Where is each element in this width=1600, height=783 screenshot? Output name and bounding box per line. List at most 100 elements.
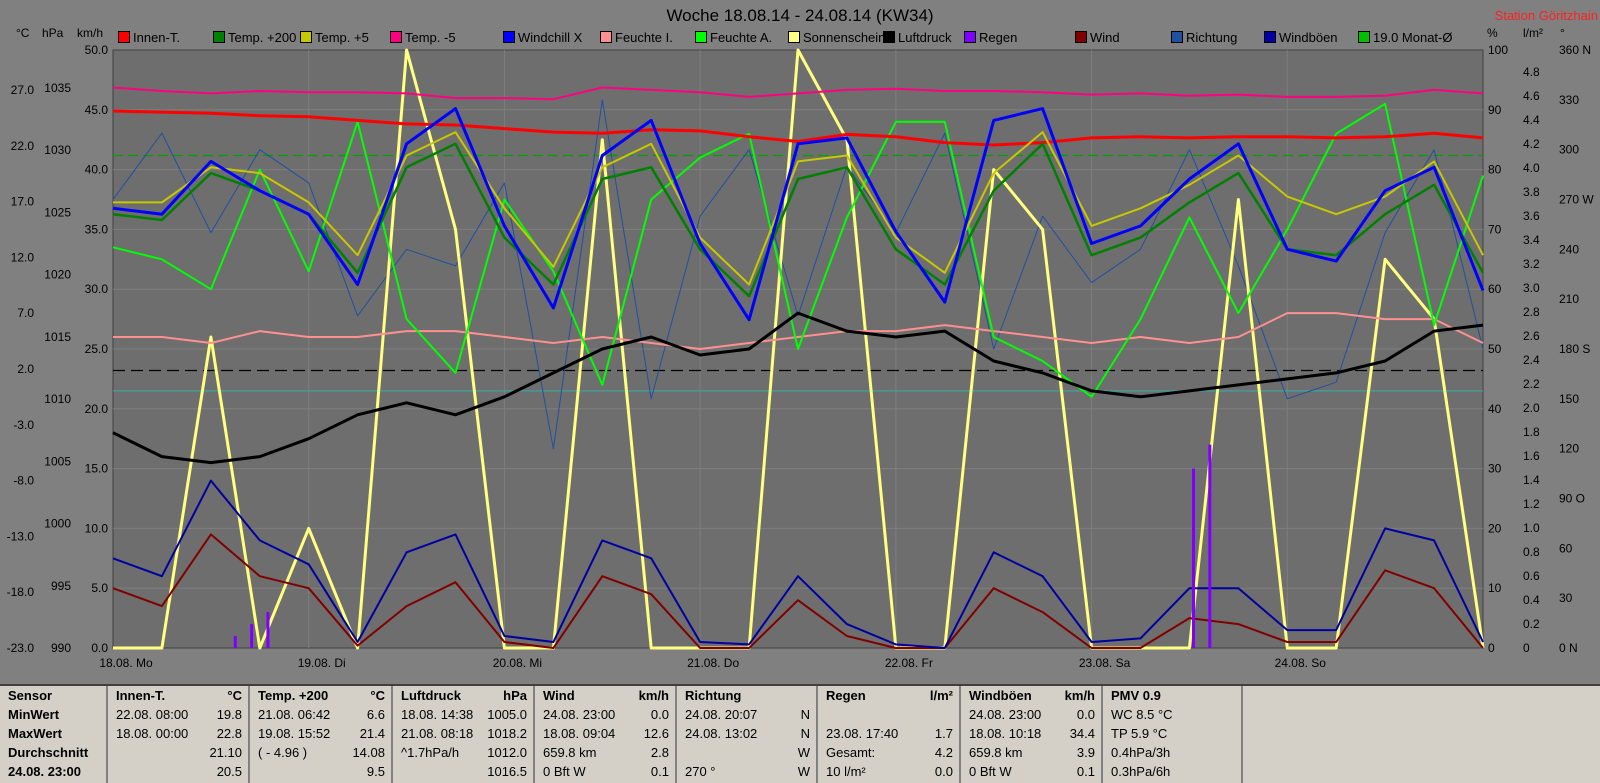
wind-tick-label: 10.0 [85,521,109,535]
stats-row: 659.8 km 2.8 [535,745,675,764]
stats-cell-value: 0.1 [650,764,669,779]
stats-cell-value: 22.8 [216,726,242,741]
x-tick-label: 19.08. Di [298,656,346,670]
legend-label: Feuchte I. [615,30,673,45]
direction-tick-label: 210 [1559,292,1579,306]
legend-label: Sonnenschein [803,30,886,45]
temp-tick-label: -23.0 [7,641,35,655]
rain-bar [1208,444,1212,648]
stats-cell-value: W [797,764,810,779]
legend-swatch [695,31,707,43]
stats-column: Temp. +200 °C 21.08. 06:42 6.6 19.08. 15:52 2… [250,686,393,783]
axis-ticks: 27.0 22.0 17.0 12.0 7.0 2.0 -3.0 -8.0 -13.0 -18.0… [7,43,1595,670]
rain-axis-unit: l/m² [1523,26,1543,40]
pressure-tick-label: 995 [51,579,71,593]
rain-tick-label: 2.0 [1523,401,1540,415]
stats-cell-label: 0 Bft W [969,764,1012,779]
legend-label: Luftdruck [898,30,952,45]
wind-tick-label: 50.0 [85,43,109,57]
legend-swatch [788,31,800,43]
stats-row: 0 Bft W 0.1 [535,764,675,783]
rain-tick-label: 1.6 [1523,449,1540,463]
stats-row: 24.08. 23:00 0.0 [535,707,675,726]
stats-cell-value: W [797,745,810,760]
stats-cell-value: 1005.0 [487,707,527,722]
legend-item: Sonnenschein [788,30,885,45]
rain-tick-label: 1.2 [1523,497,1540,511]
x-tick-label: 22.08. Fr [885,656,933,670]
legend-swatch [964,31,976,43]
pressure-tick-label: 1030 [44,143,71,157]
legend-swatch [118,31,130,43]
pressure-tick-label: 1000 [44,517,71,531]
stats-cell-value: 2.8 [650,745,669,760]
stats-cell-value: 34.4 [1069,726,1095,741]
rain-tick-label: 3.6 [1523,209,1540,223]
rain-tick-label: 3.0 [1523,281,1540,295]
series-line-windb-en [112,479,1484,649]
stats-cell-value: 1012.0 [487,745,527,760]
stats-header-label: Luftdruck [401,688,461,703]
stats-row: 24.08. 20:07 N [677,707,816,726]
stats-header-label: PMV 0.9 [1111,688,1161,703]
stats-header-label: Temp. +200 [258,688,329,703]
rain-tick-label: 4.4 [1523,113,1540,127]
temp-tick-label: 22.0 [11,139,35,153]
direction-tick-label: 360 N [1559,43,1591,57]
stats-cell-label: WC 8.5 °C [1111,707,1173,722]
stats-cell-label: MaxWert [8,726,62,741]
x-tick-label: 21.08. Do [687,656,739,670]
stats-column: Sensor MinWert MaxWert Durchschnitt 24.08. 2… [0,686,108,783]
legend-label: Feuchte A. [710,30,773,45]
stats-row: 21.10 [108,745,248,764]
stats-row: 24.08. 13:02 N [677,726,816,745]
series-line-feuchte-a- [112,102,1484,398]
rain-tick-label: 0 [1523,641,1530,655]
legend-swatch [883,31,895,43]
temp-tick-label: -8.0 [13,474,34,488]
temp-tick-label: 17.0 [11,195,35,209]
rain-tick-label: 2.8 [1523,305,1540,319]
percent-axis-unit: % [1487,26,1498,40]
stats-cell-label: 19.08. 15:52 [258,726,331,741]
stats-cell-label: 24.08. 23:00 [8,764,82,779]
wind-axis-unit: km/h [77,26,104,40]
percent-tick-label: 40 [1488,402,1502,416]
rain-tick-label: 3.4 [1523,233,1540,247]
legend-item: Temp. -5 [390,30,456,45]
stats-row: 21.08. 06:42 6.6 [250,707,391,726]
wind-tick-label: 15.0 [85,462,109,476]
weather-chart: 27.0 22.0 17.0 12.0 7.0 2.0 -3.0 -8.0 -13.0 -18.0… [6,43,1595,670]
stats-cell-label: 10 l/m² [826,764,866,779]
direction-tick-label: 0 N [1559,641,1578,655]
legend-label: Innen-T. [133,30,180,45]
stats-row: 659.8 km 3.9 [961,745,1101,764]
stats-cell-label: 0.4hPa/3h [1111,745,1171,760]
direction-tick-label: 90 O [1559,492,1585,506]
temp-tick-label: 27.0 [11,83,35,97]
stats-column-header: Windböen km/h [961,688,1101,707]
stats-header-label: Innen-T. [116,688,166,703]
stats-cell-label: 270 ° [685,764,716,779]
stats-cell-value: 0.1 [1076,764,1095,779]
legend-label: Temp. +200 [228,30,297,45]
series-line-temp-5 [112,86,1484,101]
stats-cell-value: 20.5 [216,764,242,779]
x-tick-label: 18.08. Mo [99,656,153,670]
stats-row: W [677,745,816,764]
series-line-sonnenschein [113,48,1485,650]
rain-tick-label: 0.6 [1523,569,1540,583]
direction-tick-label: 330 [1559,93,1579,107]
stats-column: Wind km/h 24.08. 23:00 0.0 18.08. 09:04 12.6 6… [535,686,677,783]
temp-axis-unit: °C [16,26,30,40]
stats-cell-label: 659.8 km [543,745,597,760]
stats-column-header: Regen l/m² [818,688,959,707]
rain-tick-label: 2.6 [1523,329,1540,343]
pressure-tick-label: 990 [51,641,71,655]
series-line-feuchte-i- [113,312,1484,350]
legend-label: Wind [1090,30,1120,45]
stats-cell-value: 21.4 [359,726,385,741]
stats-cell-label: 18.08. 14:38 [401,707,474,722]
stats-cell-value: N [800,726,810,741]
stats-cell-label: 21.08. 08:18 [401,726,474,741]
